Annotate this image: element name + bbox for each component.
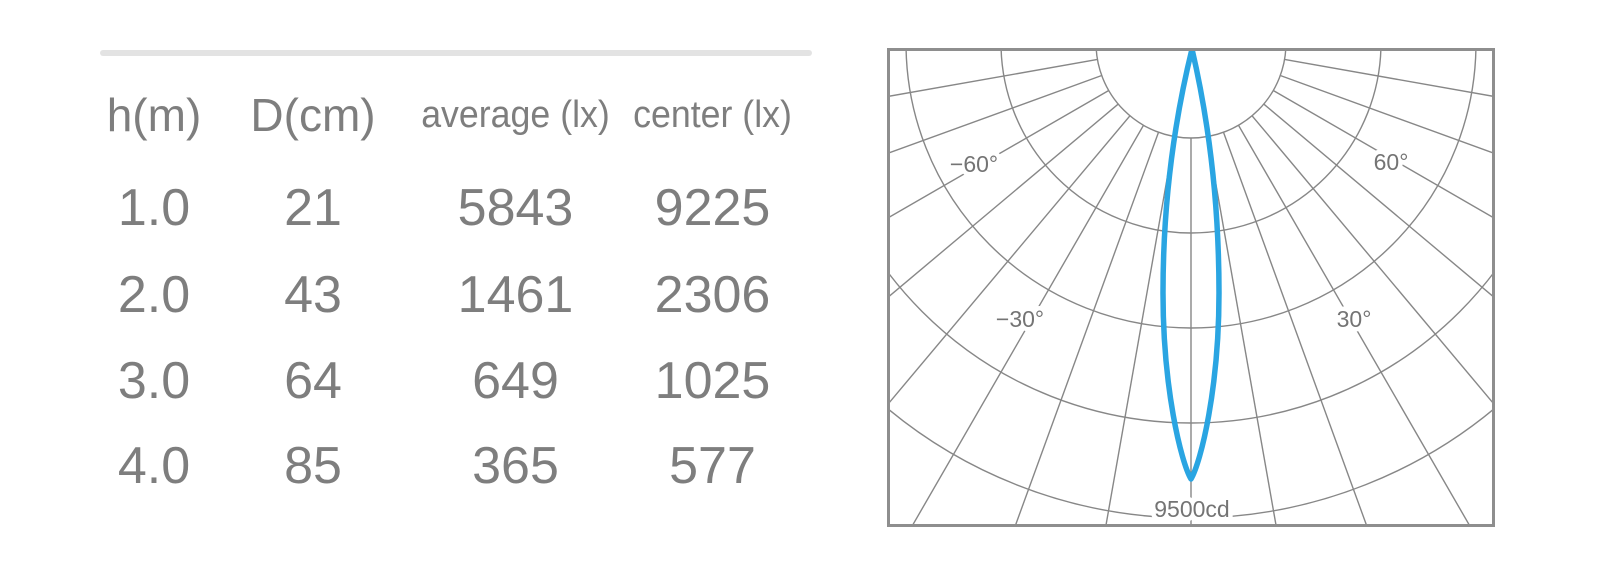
cell-center: 577: [669, 437, 756, 495]
cell-center: 2306: [654, 266, 771, 324]
angle-label-neg60: −60°: [950, 151, 998, 177]
cell-average: 5843: [457, 179, 574, 237]
angle-label-neg30: −30°: [996, 306, 1044, 332]
cell-h: 2.0: [117, 266, 191, 324]
cell-average: 649: [472, 352, 559, 410]
column-header-diameter: D(cm): [250, 89, 376, 141]
polar-diagram-svg: −60° 60° −30° 30° 9500cd: [887, 48, 1495, 527]
angle-label-pos60: 60°: [1374, 149, 1409, 175]
cell-d: 43: [284, 266, 342, 324]
cell-h: 3.0: [117, 352, 191, 410]
column-header-average: average (lx): [421, 93, 610, 136]
cell-h: 1.0: [117, 179, 191, 237]
angle-label-pos30: 30°: [1337, 306, 1372, 332]
intensity-curve: [1160, 48, 1222, 482]
table-top-rule: [100, 50, 812, 56]
cell-center: 1025: [654, 352, 771, 410]
table-row: 4.0 85 365 577: [95, 436, 807, 496]
max-intensity-label: 9500cd: [1154, 496, 1229, 522]
cell-average: 365: [472, 437, 559, 495]
cell-h: 4.0: [117, 437, 191, 495]
cell-d: 85: [284, 437, 342, 495]
table-row: 2.0 43 1461 2306: [95, 265, 807, 325]
table-row: 1.0 21 5843 9225: [95, 178, 807, 238]
diagram-border: [887, 48, 1495, 527]
column-header-center: center (lx): [633, 93, 792, 136]
polar-diagram: −60° 60° −30° 30° 9500cd: [887, 48, 1495, 527]
table-header-row: h(m) D(cm) average (lx) center (lx): [95, 85, 807, 145]
table-row: 3.0 64 649 1025: [95, 351, 807, 411]
cell-average: 1461: [457, 266, 574, 324]
cell-center: 9225: [654, 179, 771, 237]
column-header-height: h(m): [106, 89, 202, 141]
cell-d: 64: [284, 352, 342, 410]
cell-d: 21: [284, 179, 342, 237]
illuminance-table: h(m) D(cm) average (lx) center (lx) 1.0 …: [95, 0, 812, 520]
